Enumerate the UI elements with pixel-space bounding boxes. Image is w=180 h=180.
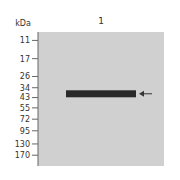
svg-text:17: 17: [20, 55, 30, 64]
svg-text:kDa: kDa: [15, 19, 31, 28]
svg-text:26: 26: [20, 72, 30, 81]
svg-text:34: 34: [20, 84, 30, 93]
svg-text:43: 43: [20, 93, 30, 102]
svg-text:55: 55: [20, 104, 30, 113]
svg-text:11: 11: [20, 36, 30, 45]
svg-text:95: 95: [20, 127, 30, 136]
svg-text:72: 72: [20, 115, 30, 124]
svg-text:130: 130: [15, 140, 30, 149]
svg-text:170: 170: [15, 151, 30, 160]
svg-text:1: 1: [98, 16, 104, 26]
